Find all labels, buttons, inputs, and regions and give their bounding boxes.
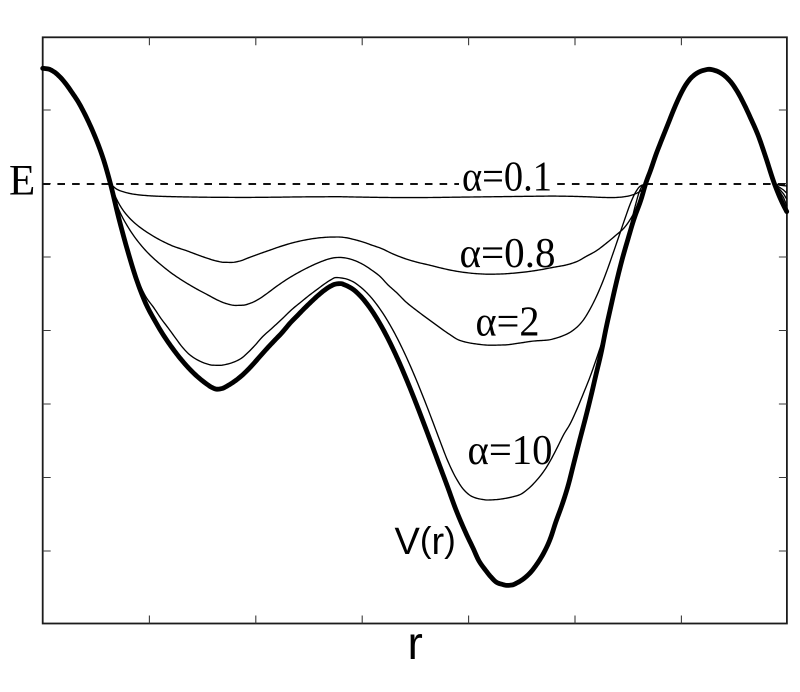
svg-text:V(r): V(r) (395, 520, 456, 563)
svg-text:α=0.1: α=0.1 (462, 155, 552, 201)
svg-text:α=0.8: α=0.8 (460, 231, 556, 277)
svg-text:α=10: α=10 (468, 428, 553, 474)
svg-text:r: r (408, 617, 423, 669)
svg-text:α=2: α=2 (476, 300, 540, 346)
svg-text:E: E (9, 157, 35, 204)
